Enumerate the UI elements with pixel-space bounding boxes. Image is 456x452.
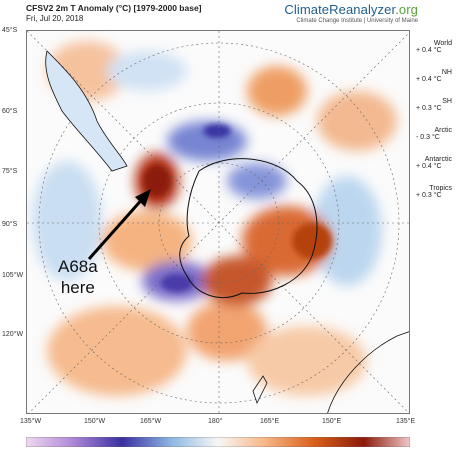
lon-label-135e: 135°E xyxy=(396,418,416,425)
lon-label-165w: 165°W xyxy=(140,418,162,425)
lat-label-105w: 105°W xyxy=(2,272,24,279)
stat-tropics: Tropics + 0.3 °C xyxy=(414,185,456,214)
anomaly-field xyxy=(32,41,397,396)
annotation-line1: A68a xyxy=(58,257,98,276)
graticule xyxy=(27,31,409,413)
stat-label: Arctic xyxy=(434,127,453,134)
color-scale xyxy=(25,436,411,448)
stat-value: - 0.3 °C xyxy=(416,134,440,141)
annotation-arrow xyxy=(87,189,151,260)
stat-label: NH xyxy=(441,69,452,76)
lon-label-165e: 165°E xyxy=(260,418,280,425)
map-title: CFSV2 2m T Anomaly (°C) [1979-2000 base] xyxy=(26,3,202,13)
color-scale-bar xyxy=(25,434,411,448)
lat-label-60s: 60°S xyxy=(2,108,18,115)
annotation-line2: here xyxy=(60,278,95,297)
temperature-anomaly-map xyxy=(26,30,410,414)
anomaly-stats-panel: World + 0.4 °C NH + 0.4 °C SH + 0.3 °C A… xyxy=(414,40,456,214)
lat-label-90s: 90°S xyxy=(2,221,18,228)
new-zealand-coastline xyxy=(252,375,268,405)
lon-label-180: 180° xyxy=(208,418,223,425)
brand-logo[interactable]: ClimateReanalyzer.org xyxy=(284,2,418,17)
australia-coastline xyxy=(327,331,409,413)
lat-label-75s: 75°S xyxy=(2,168,18,175)
anomaly-hotspots xyxy=(143,124,332,292)
stat-value: + 0.3 °C xyxy=(416,105,442,112)
a68a-annotation: A68a here xyxy=(58,256,98,298)
south-america-coastline xyxy=(45,50,128,172)
stat-nh: NH + 0.4 °C xyxy=(414,69,456,98)
stat-value: + 0.4 °C xyxy=(416,47,442,54)
map-canvas xyxy=(27,31,409,413)
brand-subtitle: Climate Change Institute | University of… xyxy=(296,18,418,24)
stat-arctic: Arctic - 0.3 °C xyxy=(414,127,456,156)
lat-label-45s: 45°S xyxy=(2,27,18,34)
lon-label-150e: 150°E xyxy=(322,418,342,425)
map-date: Fri, Jul 20, 2018 xyxy=(26,14,84,23)
stat-value: + 0.3 °C xyxy=(416,192,442,199)
stat-sh: SH + 0.3 °C xyxy=(414,98,456,127)
stat-label: Tropics xyxy=(429,185,452,192)
stat-antarctic: Antarctic + 0.4 °C xyxy=(414,156,456,185)
stat-label: SH xyxy=(442,98,452,105)
stat-value: + 0.4 °C xyxy=(416,76,442,83)
brand-name: ClimateReanalyzer xyxy=(284,2,396,17)
brand-suffix: .org xyxy=(395,2,418,17)
lon-label-135w: 135°W xyxy=(20,418,42,425)
lon-label-150w: 150°W xyxy=(84,418,106,425)
stat-world: World + 0.4 °C xyxy=(414,40,456,69)
antarctica-coastline xyxy=(179,158,318,298)
stat-label: World xyxy=(433,40,452,47)
lat-label-120w: 120°W xyxy=(2,331,24,338)
stat-label: Antarctic xyxy=(424,156,452,163)
stat-value: + 0.4 °C xyxy=(416,163,442,170)
